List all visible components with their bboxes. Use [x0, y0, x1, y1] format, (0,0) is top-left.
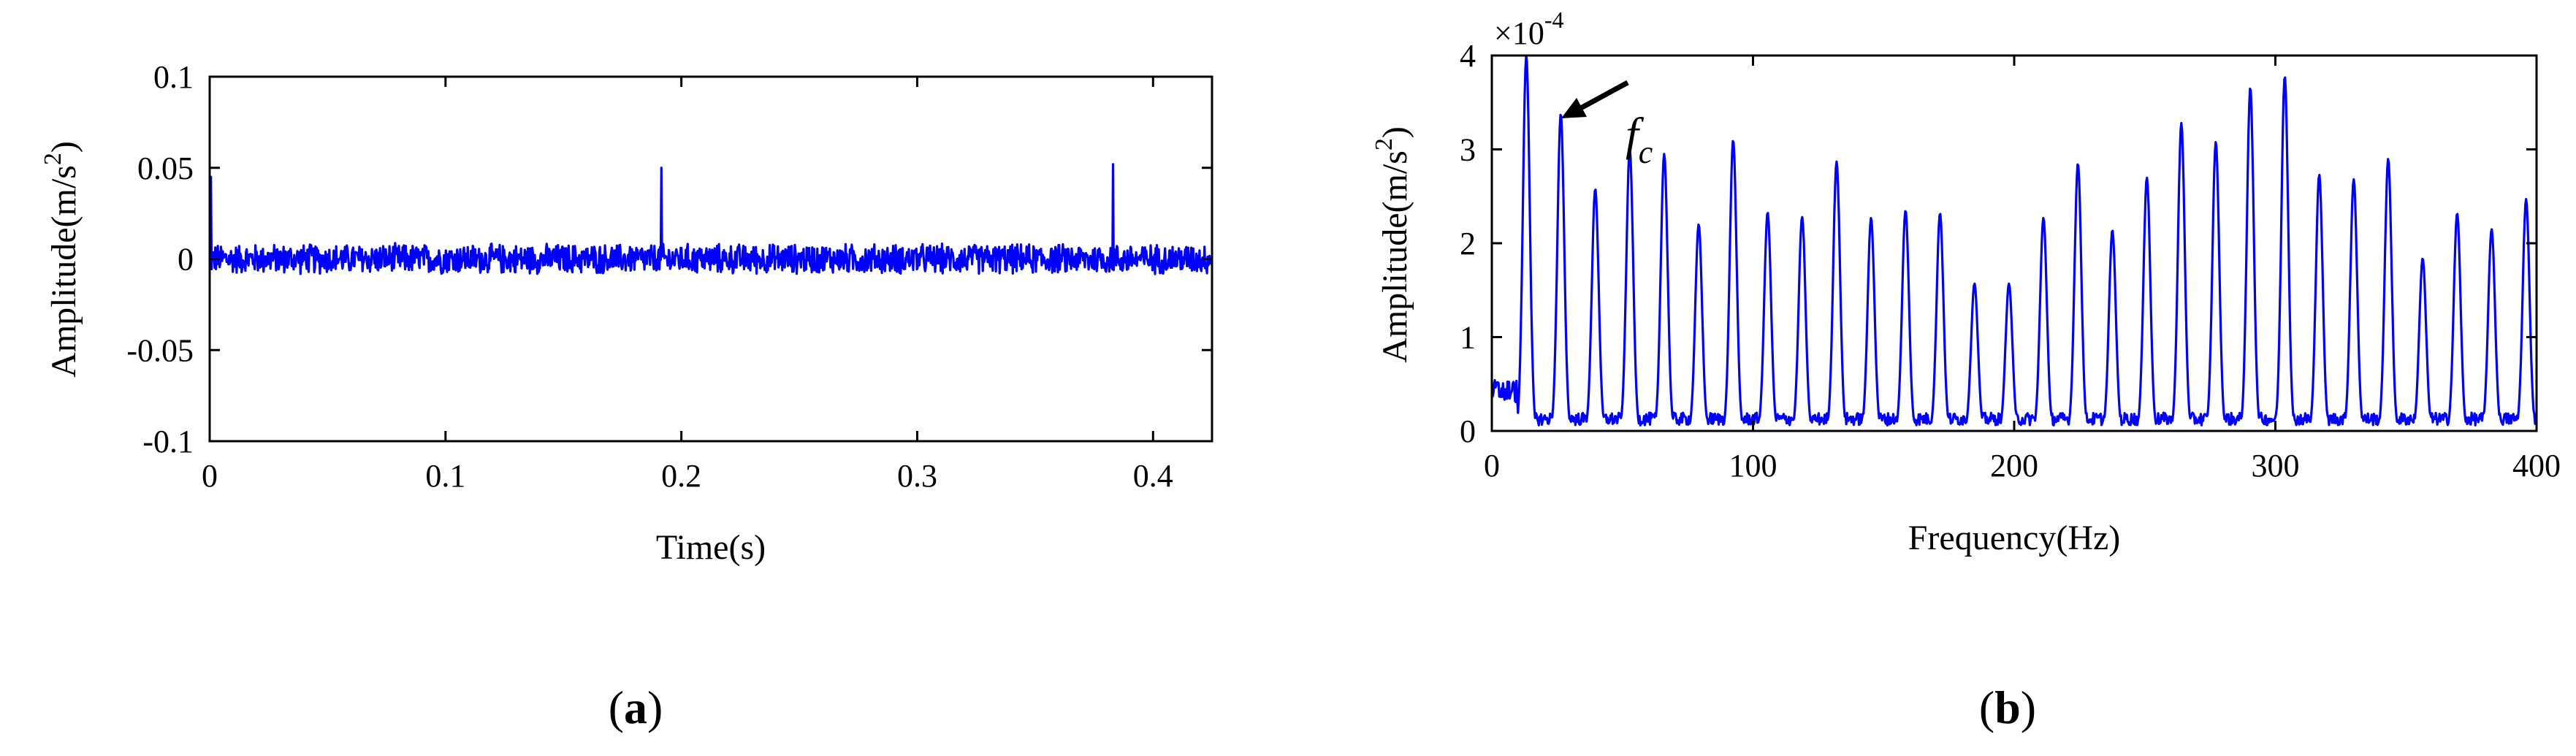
- panel-a-y-tick-label-2: 0: [178, 242, 194, 278]
- panel-b-annotation-arrowhead: [1561, 98, 1587, 118]
- panel-b-annotation-fc: fc: [1626, 108, 1653, 170]
- panel-b-x-tick-label-1: 100: [1729, 448, 1777, 484]
- panel-b-x-tick-label-0: 0: [1484, 448, 1500, 484]
- panel-b-x-axis-title: Frequency(Hz): [1908, 519, 2121, 557]
- panel-a-x-tick-label-0: 0: [202, 458, 218, 494]
- panel-a-time-waveform: 0 0.1 0.2 0.3 0.4 -0.1 -0.05 0 0.05 0.1 Time(s) A…: [39, 59, 1213, 733]
- panel-b-scale-multiplier: ×10-4: [1494, 7, 1563, 51]
- panel-b-x-tick-label-2: 200: [1990, 448, 2038, 484]
- panel-a-x-axis-title: Time(s): [656, 528, 766, 567]
- panel-a-plot-area: [208, 163, 1213, 275]
- panel-a-label: (a): [609, 681, 663, 733]
- panel-b-y-tick-label-3: 3: [1460, 132, 1476, 168]
- panel-b-y-tick-label-1: 1: [1460, 320, 1476, 356]
- panel-b-spectrum: 0 100 200 300 400 0 1 2 3 4 ×10-4 fc Frequency(Hz…: [1371, 7, 2561, 733]
- panel-b-y-tick-label-2: 2: [1460, 226, 1476, 261]
- panel-b-spectrum-trace: [1490, 54, 2538, 427]
- panel-b-y-tick-label-0: 0: [1460, 413, 1476, 449]
- panel-b-y-tick-label-4: 4: [1460, 38, 1476, 74]
- panel-a-x-tick-label-2: 0.2: [661, 458, 701, 494]
- panel-a-y-tick-label-0: -0.1: [142, 424, 194, 459]
- panel-a-y-tick-label-1: -0.05: [126, 332, 194, 368]
- panel-b-y-axis-title: Amplitude(m/s2): [1371, 126, 1414, 363]
- panel-b-x-tick-label-4: 400: [2512, 448, 2561, 484]
- panel-b-annotation-arrow-shaft: [1577, 80, 1629, 112]
- panel-a-x-tick-label-1: 0.1: [425, 458, 465, 494]
- panel-a-y-tick-label-3: 0.05: [137, 150, 194, 186]
- panel-b-label: (b): [1979, 681, 2036, 733]
- panel-a-ticks: 0 0.1 0.2 0.3 0.4 -0.1 -0.05 0 0.05 0.1: [126, 59, 1212, 494]
- panel-b-ticks: 0 100 200 300 400 0 1 2 3 4: [1460, 38, 2561, 484]
- panel-a-x-tick-label-4: 0.4: [1133, 458, 1173, 494]
- panel-a-y-axis-title: Amplitude(m/s2): [39, 141, 83, 378]
- panel-a-y-tick-label-4: 0.1: [153, 59, 194, 95]
- panel-a-signal-trace: [208, 163, 1213, 275]
- panel-a-x-tick-label-3: 0.3: [897, 458, 937, 494]
- panel-b-x-tick-label-3: 300: [2252, 448, 2300, 484]
- panel-b-plot-area: [1490, 54, 2538, 427]
